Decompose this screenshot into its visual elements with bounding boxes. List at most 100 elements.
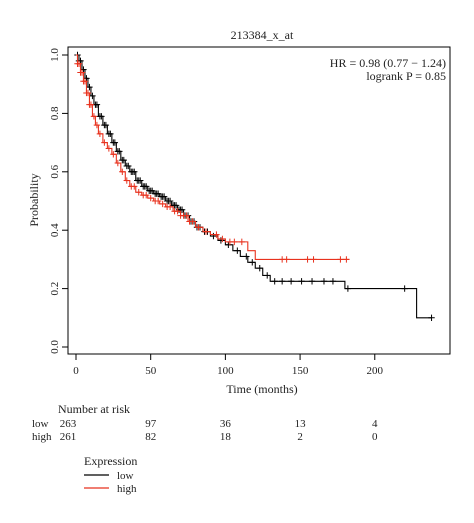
censor-mark-low <box>107 130 114 138</box>
censor-mark-high <box>90 113 98 120</box>
censor-mark-high <box>304 256 311 263</box>
risk-cell: 263 <box>60 418 77 430</box>
censor-mark-high <box>231 238 238 246</box>
risk-cell: 36 <box>220 418 232 430</box>
censor-mark-low <box>116 148 123 155</box>
censor-mark-low <box>143 183 150 190</box>
censor-mark-high <box>343 256 350 263</box>
censor-mark-high <box>310 256 317 263</box>
censor-mark-high <box>110 151 117 158</box>
censor-mark-high <box>219 235 226 243</box>
censor-mark-low <box>86 83 93 91</box>
censor-mark-low <box>154 190 162 197</box>
censor-mark-low <box>80 66 87 73</box>
risk-cell: 13 <box>295 418 307 430</box>
censor-mark-high <box>75 60 83 67</box>
plot-frame <box>67 46 451 355</box>
censor-mark-low <box>320 278 328 285</box>
censor-mark-low <box>77 57 84 65</box>
censor-mark-low <box>210 232 217 240</box>
risk-cell: 97 <box>145 418 157 430</box>
censor-mark-low <box>217 237 225 244</box>
censor-mark-low <box>125 162 132 170</box>
risk-table: low 263 97 36 13 4 high 261 82 18 2 0 <box>32 418 378 443</box>
risk-cell: 261 <box>60 431 77 443</box>
legend-title: Expression <box>84 454 137 468</box>
censor-mark-low <box>102 121 110 129</box>
legend-label-high: high <box>117 483 137 495</box>
censor-mark-low <box>137 177 144 184</box>
risk-cell: 4 <box>372 418 378 430</box>
y-tick-label: 0.4 <box>49 223 61 237</box>
x-axis-label: Time (months) <box>226 382 297 396</box>
censor-mark-high <box>105 145 113 152</box>
x-tick-label: 0 <box>73 365 79 377</box>
series-line-high <box>76 54 350 260</box>
censor-mark-high <box>87 101 95 108</box>
censor-mark-high <box>135 189 142 196</box>
x-tick-label: 200 <box>367 365 384 377</box>
censor-mark-low <box>234 247 241 254</box>
x-tick-label: 150 <box>292 365 309 377</box>
censor-mark-high <box>183 212 190 219</box>
censor-mark-high <box>81 78 89 85</box>
censor-mark-high <box>195 224 202 231</box>
censor-mark-high <box>159 200 166 208</box>
risk-row-label-high: high <box>32 431 52 443</box>
censor-mark-low <box>148 187 156 194</box>
censor-mark-low <box>83 75 90 82</box>
censor-mark-high <box>84 89 92 97</box>
x-tick-label: 100 <box>217 365 234 377</box>
censor-mark-low <box>98 113 105 120</box>
censor-mark-high <box>337 256 344 263</box>
censor-mark-high <box>189 218 196 225</box>
censor-mark-high <box>101 139 108 146</box>
y-tick-label: 0.2 <box>49 282 61 296</box>
legend-label-low: low <box>117 470 134 482</box>
risk-table-title: Number at risk <box>58 402 130 416</box>
censor-mark-low <box>298 278 305 285</box>
censor-mark-high <box>96 130 104 138</box>
censor-mark-high <box>202 228 210 235</box>
y-tick-label: 0.6 <box>49 164 61 178</box>
risk-cell: 18 <box>220 431 232 443</box>
censor-mark-high <box>123 177 130 184</box>
censor-mark-low <box>243 253 250 260</box>
x-tick-label: 50 <box>145 365 157 377</box>
censor-mark-low <box>401 285 408 292</box>
censor-mark-high <box>166 203 174 211</box>
censor-mark-low <box>264 272 271 279</box>
censor-mark-low <box>178 206 186 213</box>
censor-mark-low <box>308 278 316 285</box>
censor-mark-low <box>428 314 435 321</box>
censor-mark-low <box>249 259 256 266</box>
y-tick-label: 0.8 <box>49 106 61 120</box>
series-line-low <box>76 54 432 319</box>
censor-mark-high <box>147 194 154 202</box>
censor-mark-high <box>154 197 162 205</box>
logrank-annotation: logrank P = 0.85 <box>366 69 446 83</box>
censor-mark-low <box>93 101 101 108</box>
censor-mark-high <box>119 168 126 175</box>
censor-mark-high <box>213 231 220 238</box>
series-high <box>74 54 350 263</box>
censor-mark-low <box>287 278 295 285</box>
y-axis-label: Probability <box>27 173 41 226</box>
y-axis: 0.0 0.2 0.4 0.6 0.8 1.0 <box>49 48 68 354</box>
censor-mark-high <box>131 183 138 190</box>
censor-mark-low <box>160 193 168 200</box>
censor-mark-high <box>78 69 86 76</box>
censor-mark-low <box>166 197 174 205</box>
censor-mark-low <box>120 156 128 164</box>
risk-cell: 82 <box>145 431 156 443</box>
chart-title: 213384_x_at <box>231 28 294 42</box>
risk-cell: 0 <box>372 431 378 443</box>
hazard-ratio-annotation: HR = 0.98 (0.77 − 1.24) <box>330 56 446 70</box>
censor-mark-low <box>225 241 232 248</box>
censor-mark-low <box>278 278 286 285</box>
censor-mark-high <box>238 238 246 246</box>
risk-row-label-low: low <box>32 418 49 430</box>
censor-mark-low <box>89 92 96 100</box>
